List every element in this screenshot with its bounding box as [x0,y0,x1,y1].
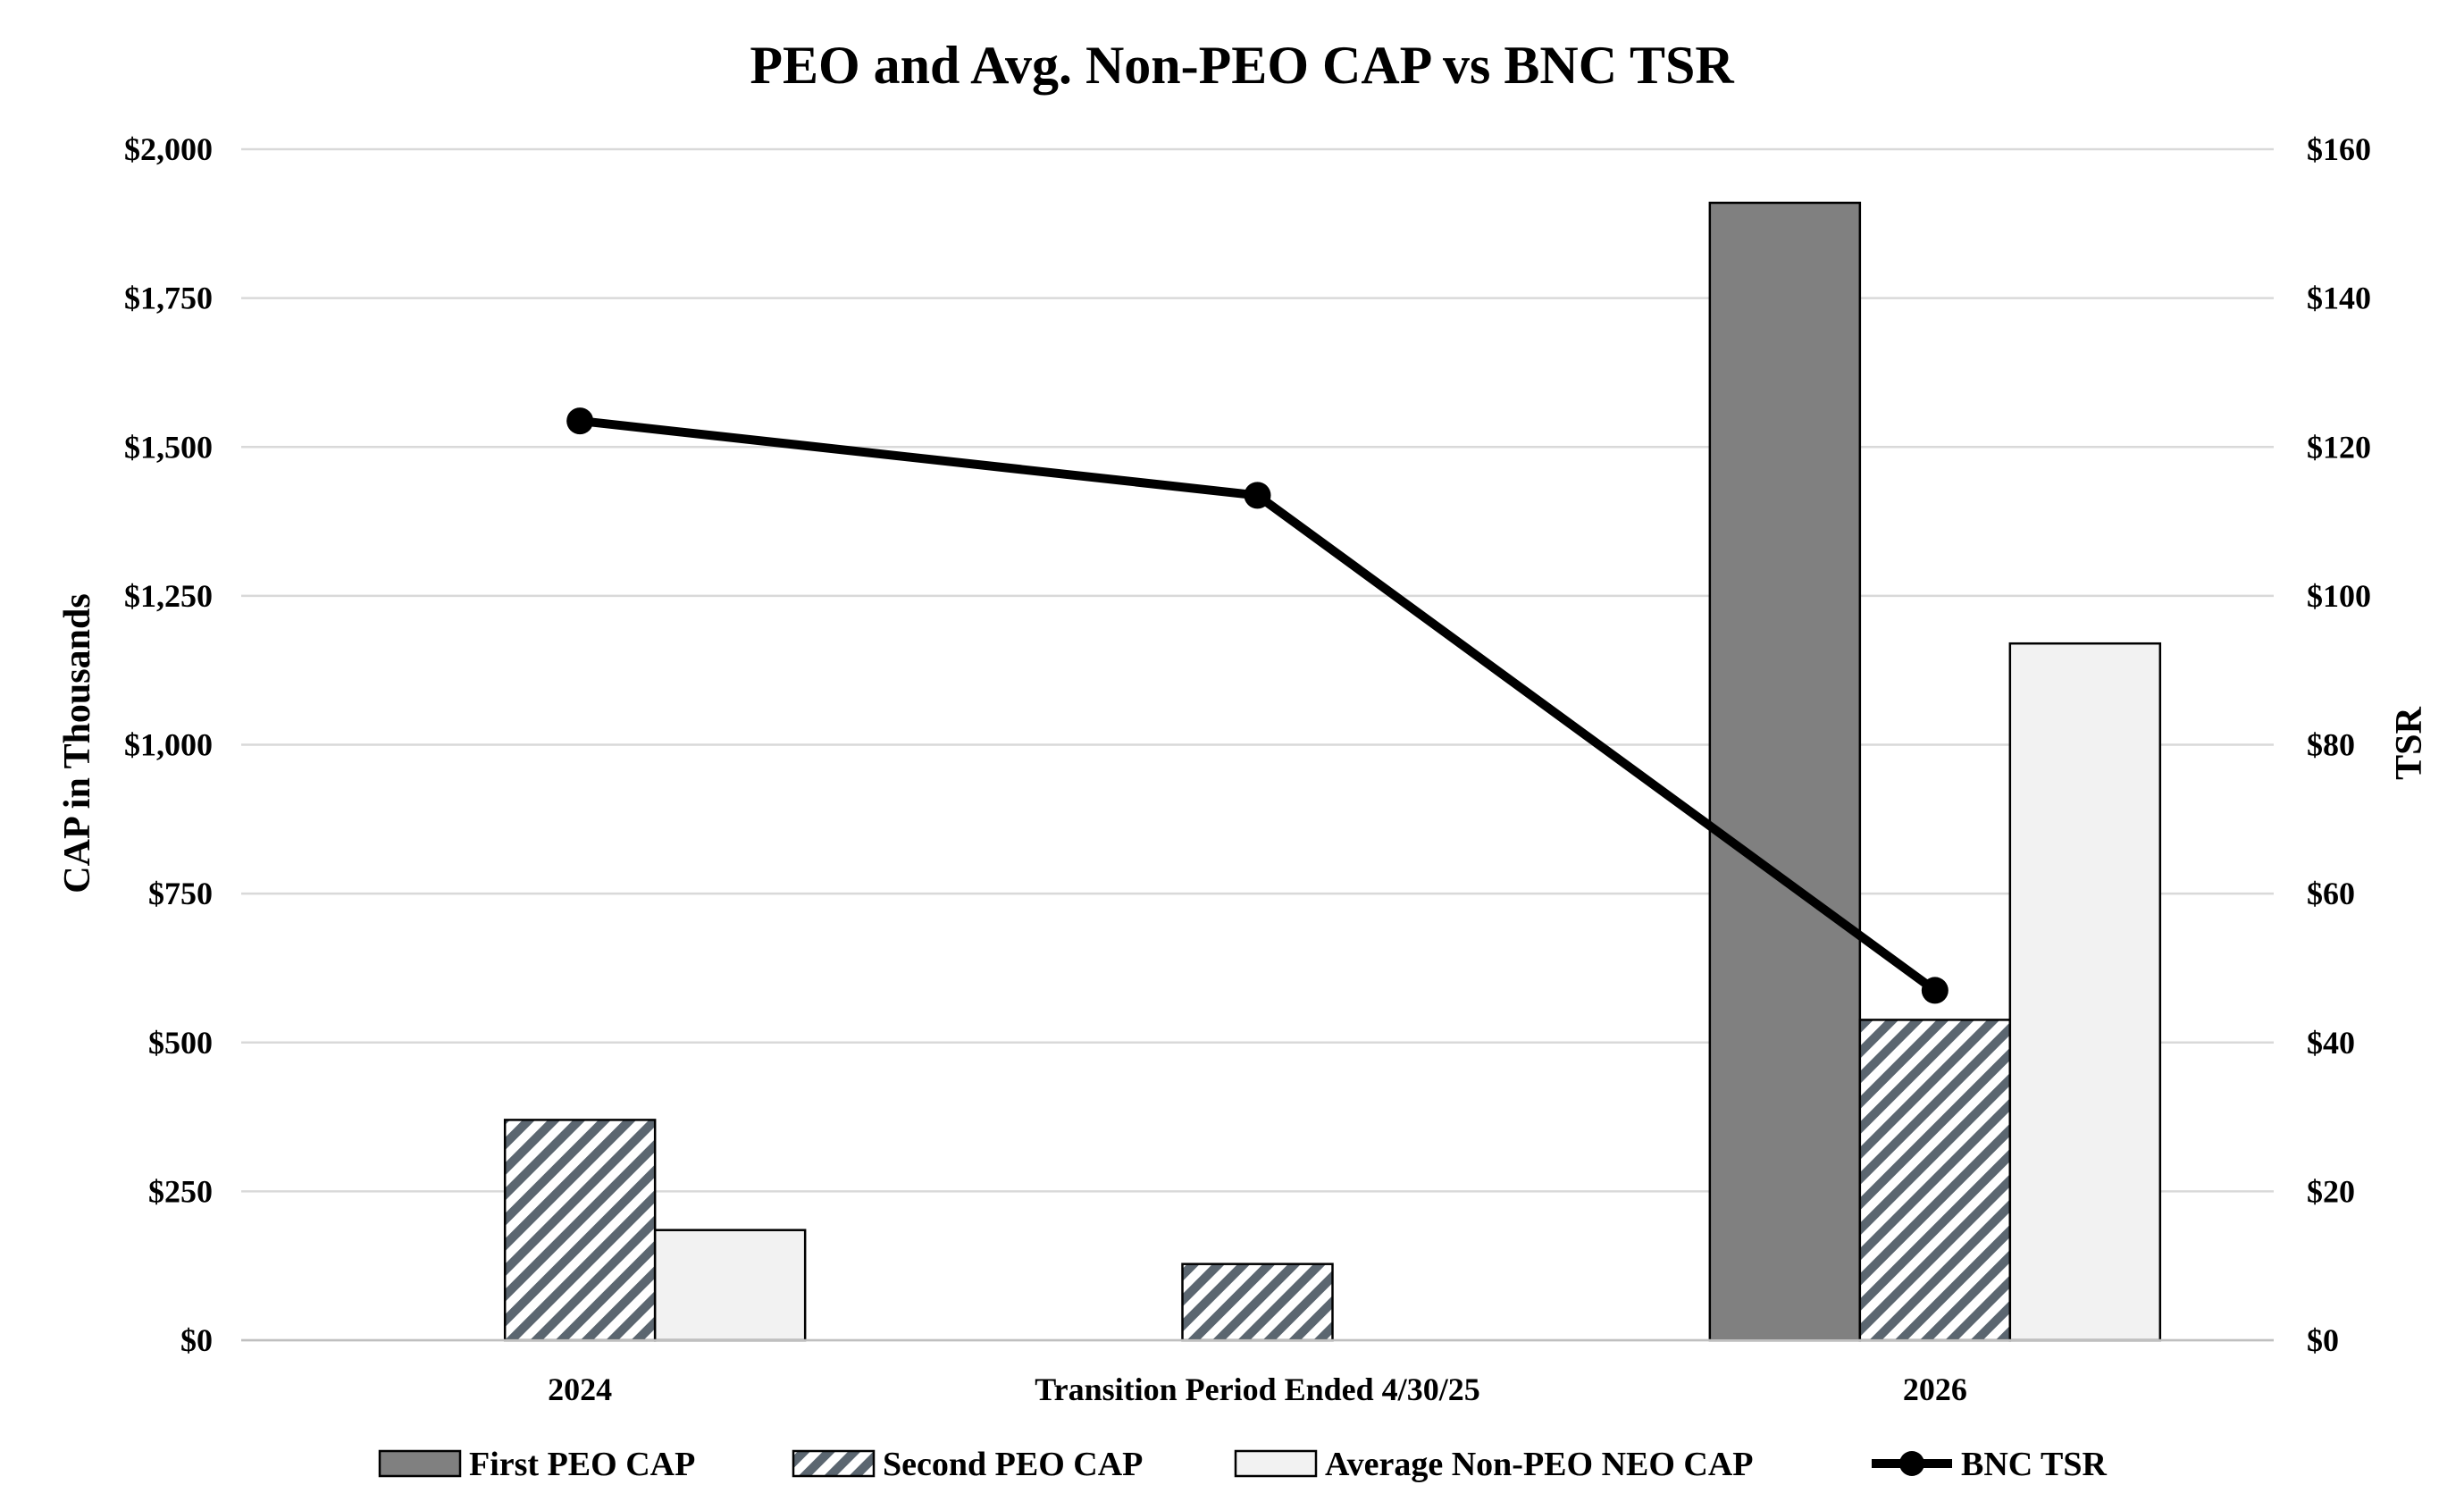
y-right-tick-label: $0 [2307,1322,2339,1358]
legend: First PEO CAP Second PEO CAP Average Non-P… [378,1446,2108,1483]
x-category-label: 2026 [1903,1372,1967,1407]
legend-swatch-marker [1899,1451,1924,1476]
y-axis-left-title: CAP in Thousands [57,593,98,893]
bar-average-non-peo-neo-cap [653,1229,807,1342]
y-right-tick-label: $20 [2307,1173,2355,1209]
bar-second-peo-cap [503,1119,657,1342]
legend-swatch [792,1449,876,1478]
y-right-tick-label: $140 [2307,281,2371,316]
bar-second-peo-cap [1858,1019,2012,1342]
tsr-point [566,407,594,435]
legend-label: Second PEO CAP [883,1446,1143,1483]
tsr-line [566,407,1949,1004]
x-category-label: 2024 [548,1372,612,1407]
y-left-tick-label: $1,500 [124,429,213,465]
legend-swatch [1234,1449,1318,1478]
x-category-label: Transition Period Ended 4/30/25 [1035,1372,1479,1407]
tsr-point [1244,482,1271,509]
y-right-tick-label: $80 [2307,727,2355,763]
y-right-tick-label: $120 [2307,429,2371,465]
chart-title: PEO and Avg. Non-PEO CAP vs BNC TSR [750,36,1734,95]
bars [503,201,2162,1342]
tsr-point [1921,977,1949,1004]
legend-label: First PEO CAP [469,1446,695,1483]
y-left-tick-label: $1,750 [124,281,213,316]
y-left-tick-label: $500 [148,1025,213,1061]
axes: $0 $250 $500 $750 $1,000 $1,250 $1,500 $1,750 $2… [124,131,2371,1407]
legend-label: Average Non-PEO NEO CAP [1325,1446,1754,1483]
y-left-tick-label: $1,250 [124,578,213,614]
y-right-tick-label: $40 [2307,1025,2355,1061]
y-left-tick-label: $750 [148,876,213,911]
bar-second-peo-cap [1181,1263,1334,1342]
y-left-tick-label: $0 [180,1322,213,1358]
legend-label: BNC TSR [1961,1446,2108,1483]
y-right-tick-label: $60 [2307,876,2355,911]
y-left-tick-label: $250 [148,1173,213,1209]
y-right-tick-label: $100 [2307,578,2371,614]
legend-swatch [378,1449,462,1478]
bar-first-peo-cap [1708,201,1862,1342]
y-axis-right-title: TSR [2389,706,2430,779]
y-right-tick-label: $160 [2307,131,2371,167]
y-left-tick-label: $2,000 [124,131,213,167]
bar-average-non-peo-neo-cap [2008,642,2162,1342]
y-left-tick-label: $1,000 [124,727,213,763]
